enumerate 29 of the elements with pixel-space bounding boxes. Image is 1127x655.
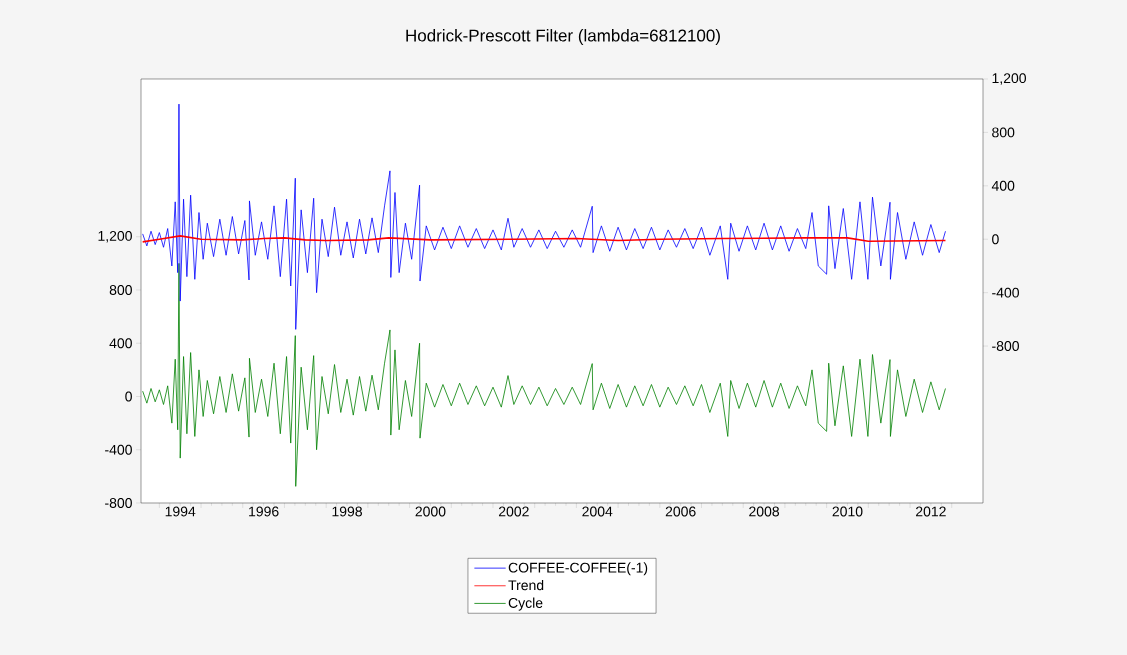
x-tick-label: 2006 <box>665 506 696 517</box>
y-tick-label: 1,200 <box>98 230 132 243</box>
y-tick-label: 0 <box>125 391 132 402</box>
y2-tick-label: 800 <box>992 127 1015 138</box>
y2-tick-label: 1,200 <box>992 73 1027 85</box>
x-tick-label: 2002 <box>498 506 529 517</box>
line-series <box>142 262 946 487</box>
x-tick-label: 1996 <box>249 506 279 517</box>
x-tick-label: 2008 <box>749 506 780 517</box>
x-tick-label: 2004 <box>582 506 613 517</box>
x-tick-label: 1998 <box>332 506 362 517</box>
legend-label: COFFEE-COFFEE(-1) <box>508 562 648 576</box>
y-tick-label: -800 <box>105 498 132 508</box>
y2-tick-label: 400 <box>991 180 1015 191</box>
line-series <box>142 103 946 330</box>
x-tick-label: 2012 <box>916 506 946 517</box>
y2-tick-label: 0 <box>992 234 999 245</box>
x-tick-label: 2010 <box>832 506 863 517</box>
x-tick-label: 2000 <box>415 506 446 517</box>
y2-tick-label: -800 <box>992 341 1019 352</box>
y-tick-label: -400 <box>105 444 132 455</box>
y2-tick-label: -400 <box>992 287 1019 298</box>
chart-title: Hodrick-Prescott Filter (lambda=6812100) <box>406 29 720 45</box>
y-tick-label: 800 <box>109 285 132 295</box>
x-tick-label: 1994 <box>165 506 196 517</box>
legend-label: Trend <box>508 579 544 591</box>
line-series <box>141 235 947 243</box>
y-tick-label: 400 <box>109 338 132 349</box>
legend-label: Cycle <box>508 597 543 611</box>
